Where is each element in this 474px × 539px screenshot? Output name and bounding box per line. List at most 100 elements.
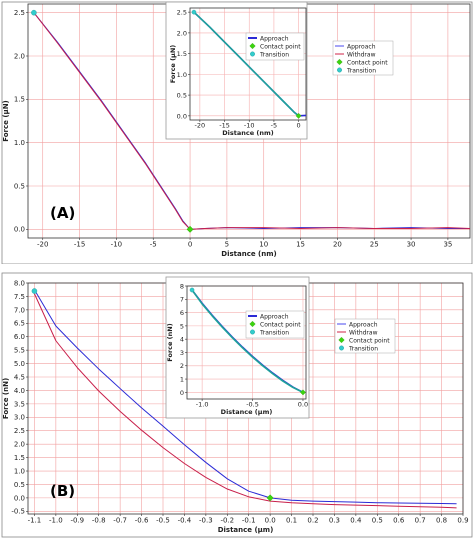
main-y-tick-label: 2.5: [14, 9, 25, 17]
main-y-tick-label: 7.0: [14, 306, 25, 314]
inset-legend-swatch: [249, 42, 256, 50]
main-x-tick-label: -0.6: [135, 517, 149, 525]
main-x-tick-label: 0: [188, 241, 192, 249]
main-y-tick-label: 2.0: [14, 52, 25, 60]
main-x-tick-label: -0.9: [70, 517, 84, 525]
main-x-tick-label: 25: [370, 241, 379, 249]
inset-x-tick-label: 0.0: [298, 401, 308, 409]
main-y-tick-label: 5.0: [14, 360, 25, 368]
inset-y-tick-label: 0.5: [177, 92, 187, 100]
inset-plot-frame: [186, 285, 307, 400]
main-marker-contact-point: [186, 225, 194, 233]
main-y-tick-label: 6.0: [14, 333, 25, 341]
chart-panel-a: -20 -15 -10 -5 0 5 10 15 20 25 30 35 0.0 0.5 1.0 1.5 2.0…: [1, 1, 473, 265]
inset-plot-frame: [189, 7, 307, 121]
outer-legend-label: Withdraw: [349, 329, 378, 336]
main-x-tick-label: -1.0: [49, 517, 63, 525]
main-x-tick-label: 0.7: [415, 517, 426, 525]
inset-y-tick-label: 6: [180, 309, 184, 317]
outer-legend-swatch: [339, 345, 344, 351]
panel-separator: [0, 264, 474, 272]
main-y-tick-label: 1.0: [14, 139, 25, 147]
main-x-tick-label: -0.7: [113, 517, 127, 525]
inset-y-tick-label: 4: [180, 336, 184, 344]
inset-x-axis-label: Distance (µm): [221, 408, 273, 416]
main-x-tick-label: 30: [407, 241, 416, 249]
inset-chart: -20 -15 -10 -5 0 0.0 0.5 1.0 1.5 2.0 2.5 Distance (…: [165, 1, 308, 140]
inset-series-line-withdraw: [193, 11, 300, 117]
inset-legend-swatch: [250, 329, 255, 335]
inset-x-tick-label: -20: [195, 122, 206, 130]
main-x-tick-label: -0.3: [199, 517, 213, 525]
main-y-tick-label: 7.5: [14, 293, 25, 301]
outer-legend-label: Transition: [348, 345, 378, 352]
main-y-tick-label: 2.5: [14, 427, 25, 435]
main-y-tick-label: 1.0: [14, 467, 25, 475]
inset-chart: -1.0 -0.5 0.0 0 1 2 3 4 5 6 7 8 Distance (µm) Force (…: [165, 276, 310, 419]
main-x-tick-label: -0.8: [92, 517, 106, 525]
main-x-tick-label: 10: [259, 241, 268, 249]
inset-y-tick-label: 2.5: [177, 9, 187, 17]
inset-y-tick-label: 0: [180, 389, 184, 397]
main-x-tick-label: 0.5: [372, 517, 383, 525]
inset-x-tick-label: 0: [297, 122, 301, 130]
main-x-tick-label: -0.1: [242, 517, 256, 525]
outer-legend-label: Transition: [346, 67, 376, 74]
outer-legend-swatch: [338, 336, 345, 344]
inset-legend-label: Approach: [260, 313, 289, 320]
main-series-line-withdraw: [33, 293, 457, 509]
outer-legend-label: Approach: [349, 321, 378, 328]
main-x-tick-label: -1.1: [28, 517, 42, 525]
outer-legend-label: Withdraw: [347, 51, 376, 58]
inset-y-tick-label: 0.0: [177, 112, 187, 120]
main-y-tick-label: 3.5: [14, 400, 25, 408]
main-x-tick-label: 0.0: [265, 517, 276, 525]
main-x-tick-label: 0.3: [329, 517, 340, 525]
outer-legend-label: Contact point: [349, 337, 390, 344]
inset-legend-swatch: [250, 51, 255, 57]
outer-legend-swatch: [337, 67, 342, 73]
inset-y-tick-label: 8: [180, 282, 184, 290]
main-y-tick-label: 1.5: [14, 96, 25, 104]
main-y-tick-label: 1.5: [14, 454, 25, 462]
inset-series-line-withdraw: [191, 289, 304, 394]
outer-legend-label: Contact point: [347, 59, 388, 66]
main-x-tick-label: 15: [296, 241, 305, 249]
main-y-tick-label: 0.0: [14, 494, 25, 502]
inset-plot-area: [187, 286, 306, 399]
inset-y-tick-label: 1.0: [177, 71, 187, 79]
outer-legend-label: Approach: [347, 43, 376, 50]
main-y-tick-label: 0.5: [14, 182, 25, 190]
inset-marker-contact-point: [300, 389, 306, 396]
inset-marker-transition: [191, 9, 197, 15]
main-x-axis-label: Distance (µm): [218, 526, 274, 534]
main-x-tick-label: 0.8: [436, 517, 447, 525]
outer-legend-swatch: [336, 58, 343, 66]
inset-marker-transition: [189, 287, 195, 293]
main-x-tick-label: 0.1: [286, 517, 297, 525]
panel-label: (A): [50, 204, 75, 222]
main-x-tick-label: -0.5: [156, 517, 170, 525]
main-y-tick-label: 4.0: [14, 387, 25, 395]
main-x-tick-label: -20: [37, 241, 48, 249]
inset-y-axis-label: Force (µN): [169, 45, 177, 84]
main-x-tick-label: -15: [74, 241, 85, 249]
main-x-tick-label: 0.4: [350, 517, 362, 525]
inset-x-tick-label: -0.5: [246, 401, 259, 409]
main-y-tick-label: 0.5: [14, 481, 25, 489]
main-x-tick-label: 35: [443, 241, 452, 249]
inset-legend-label: Transition: [259, 51, 289, 58]
main-x-tick-label: -0.4: [178, 517, 192, 525]
main-x-tick-label: 0.9: [457, 517, 468, 525]
inset-legend-label: Approach: [260, 35, 289, 42]
main-x-tick-label: 0.2: [307, 517, 318, 525]
main-y-tick-label: 0.0: [14, 226, 25, 234]
main-x-tick-label: -5: [150, 241, 157, 249]
main-y-tick-label: 4.5: [14, 373, 25, 381]
main-x-tick-label: -0.2: [220, 517, 234, 525]
inset-x-tick-label: -1.0: [196, 401, 209, 409]
